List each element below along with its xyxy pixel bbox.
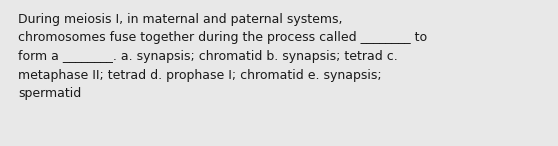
Text: During meiosis I, in maternal and paternal systems,
chromosomes fuse together du: During meiosis I, in maternal and patern… bbox=[18, 13, 427, 100]
